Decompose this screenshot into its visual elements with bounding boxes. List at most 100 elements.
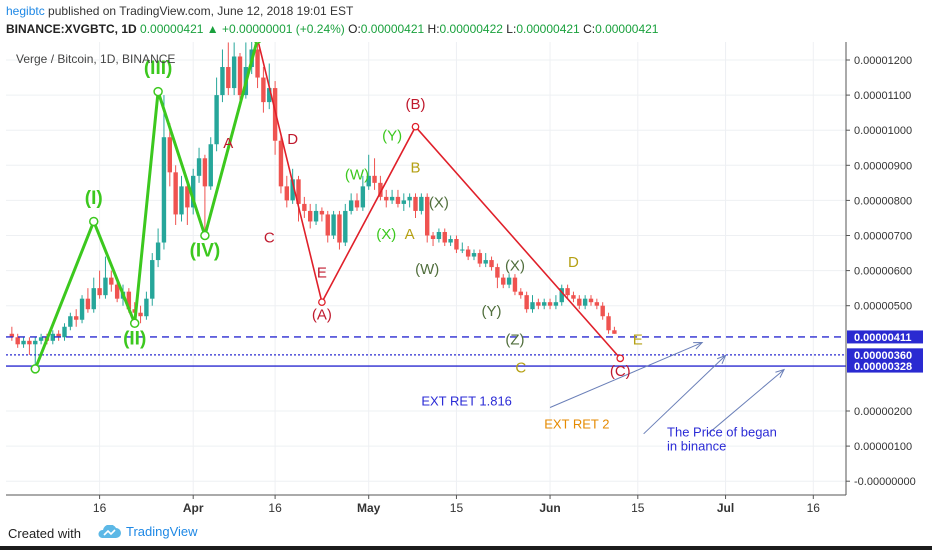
y-tick-label: 0.00001000: [854, 125, 912, 137]
candle-body: [185, 186, 190, 208]
wave-label: (A): [312, 307, 332, 324]
candle-body: [483, 260, 488, 264]
candle-body: [62, 326, 67, 338]
candle-body: [97, 288, 102, 296]
annotation-arrow: [549, 342, 703, 408]
candle-body: [9, 333, 15, 338]
candle-body: [150, 260, 155, 299]
candle-body: [436, 231, 442, 240]
candle-body: [430, 235, 436, 240]
wave-label: (X): [429, 194, 449, 211]
candle-body: [506, 277, 512, 285]
cloud-icon: [98, 524, 121, 538]
candle-body: [354, 200, 360, 208]
y-tick-label: 0.00000200: [854, 406, 912, 418]
candle-body: [401, 200, 406, 204]
candle-body: [389, 196, 395, 201]
x-tick-label: 15: [450, 501, 464, 515]
price-tag: [847, 330, 923, 344]
candle-body: [202, 158, 208, 187]
candle-body: [407, 196, 412, 201]
candle-body: [378, 182, 383, 197]
tradingview-logo[interactable]: TradingView: [96, 524, 198, 539]
candle-body: [536, 302, 541, 306]
candle-body: [448, 239, 453, 243]
low-label: L:: [506, 22, 517, 36]
candle-body: [319, 210, 325, 215]
candle-body: [138, 312, 143, 317]
wave-pivot-marker: [318, 298, 326, 307]
candle-body: [191, 175, 196, 208]
candle-body: [155, 242, 161, 261]
wave-label: (Y): [382, 128, 402, 145]
y-tick-label: 0.00000800: [854, 195, 912, 207]
wave-label: (C): [610, 363, 631, 380]
x-tick-label: 16: [93, 501, 107, 515]
x-tick-label: Jul: [717, 501, 734, 515]
candle-body: [214, 95, 219, 145]
candle-body: [413, 196, 418, 211]
open-value: 0.00000421: [360, 22, 425, 36]
candle-body: [571, 295, 576, 299]
wave-pivot-marker: [411, 122, 420, 131]
wave-label: (B): [406, 96, 426, 113]
candle-body: [15, 337, 20, 345]
candle-body: [343, 210, 348, 243]
open-label: O:: [348, 22, 361, 36]
candle-body: [425, 196, 430, 236]
candle-body: [442, 231, 447, 243]
candle-body: [384, 196, 389, 201]
candle-body: [278, 140, 284, 187]
candle-body: [56, 333, 61, 338]
candle-body: [196, 158, 202, 176]
x-tick-label: Jun: [539, 501, 560, 515]
candle-body: [337, 214, 342, 243]
green-wave-line: [33, 42, 259, 370]
symbol-label: BINANCE:XVGBTC, 1D: [6, 22, 137, 36]
y-tick-label: 0.00000100: [854, 441, 912, 453]
x-tick-label: May: [357, 501, 381, 515]
wave-label: (Y): [482, 303, 502, 320]
wave-pivot-marker: [616, 354, 625, 363]
y-tick-label: 0.00000900: [854, 160, 912, 172]
candle-body: [272, 88, 278, 141]
price-tag-label: 0.00000360: [854, 350, 912, 362]
wave-label: A: [405, 226, 415, 243]
price-tag: [847, 359, 923, 373]
candle-body: [267, 88, 272, 103]
candle-body: [325, 214, 330, 236]
candle-body: [290, 179, 295, 201]
price-tag: [847, 348, 923, 362]
price-tag-label: 0.00000328: [854, 361, 912, 373]
wave-label: (III): [144, 58, 173, 79]
candle-body: [565, 288, 570, 296]
candle-body: [460, 249, 465, 251]
wave-label: (Z): [505, 331, 524, 348]
plot-background: [6, 42, 846, 495]
candle-body: [495, 267, 500, 278]
candle-body: [302, 203, 307, 211]
wave-label: D: [568, 254, 579, 271]
price-change: +0.00000001 (+0.24%): [222, 22, 345, 36]
bottom-strip: [0, 546, 932, 550]
wave-pivot-marker: [30, 364, 40, 374]
author-link[interactable]: hegibtc: [6, 4, 45, 18]
candle-body: [68, 316, 73, 327]
arrow-head: [693, 342, 704, 350]
candle-body: [313, 210, 319, 222]
wave-label: (W): [345, 166, 369, 183]
close-label: C:: [583, 22, 596, 36]
plot-layer: (I) (II) (III) (IV) A D C E (A) (B) (C) (W) (Y) (X) A B…: [6, 42, 846, 454]
last-price: 0.00000421: [140, 22, 204, 36]
candle-body: [518, 291, 523, 296]
price-chart[interactable]: (I) (II) (III) (IV) A D C E (A) (B) (C) (W) (Y) (X) A B…: [0, 0, 932, 517]
candle-body: [582, 298, 588, 306]
candle-body: [231, 56, 237, 89]
high-label: H:: [427, 22, 440, 36]
close-value: 0.00000421: [595, 22, 659, 36]
candle-body: [103, 277, 108, 296]
candle-body: [542, 302, 547, 306]
candle-body: [208, 144, 213, 187]
candle-body: [395, 196, 401, 204]
candle-body: [38, 337, 44, 341]
